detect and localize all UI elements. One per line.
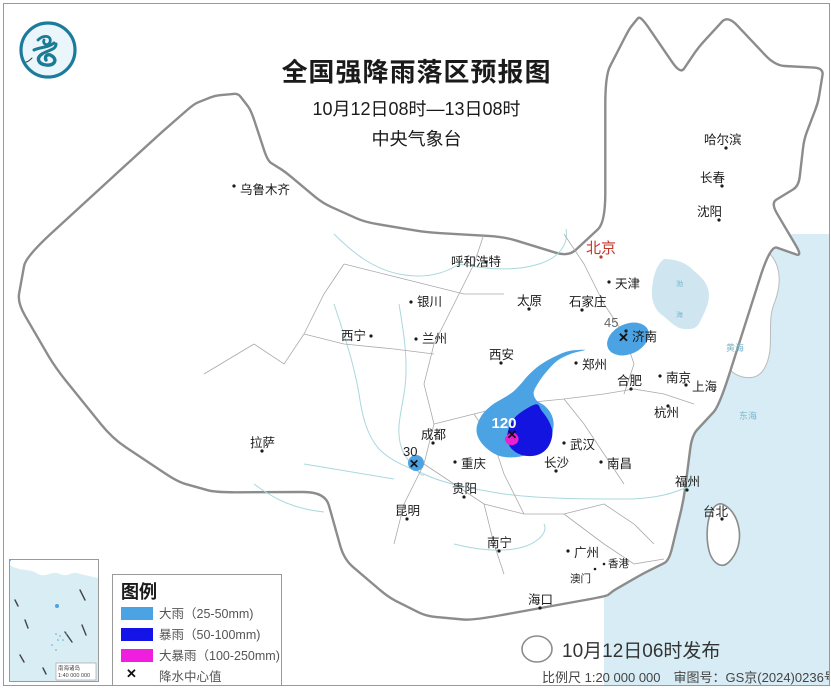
svg-text:杭州: 杭州 [654,405,679,420]
svg-text:东海: 东海 [739,410,757,421]
svg-text:昆明: 昆明 [395,504,420,518]
svg-text:天津: 天津 [615,277,640,291]
svg-text:渤: 渤 [676,279,683,288]
svg-text:黄海: 黄海 [726,342,744,353]
svg-text:南宁: 南宁 [487,535,512,550]
svg-text:广州: 广州 [574,546,599,560]
svg-text:南京: 南京 [666,370,691,385]
svg-text:海口: 海口 [528,592,553,607]
svg-text:上海: 上海 [692,379,718,394]
svg-text:重庆: 重庆 [461,456,487,471]
svg-text:长春: 长春 [700,171,726,185]
svg-text:呼和浩特: 呼和浩特 [451,254,501,269]
svg-text:兰州: 兰州 [422,332,447,346]
svg-text:北京: 北京 [586,240,616,257]
svg-text:沈阳: 沈阳 [697,204,722,219]
svg-text:南海诸岛: 南海诸岛 [58,664,81,672]
svg-text:澳门: 澳门 [570,572,591,585]
svg-text:乌鲁木齐: 乌鲁木齐 [240,182,291,197]
svg-text:1:40 000 000: 1:40 000 000 [58,673,90,679]
svg-text:西宁: 西宁 [341,328,366,343]
svg-text:西安: 西安 [489,347,514,362]
svg-text:合肥: 合肥 [617,373,643,388]
svg-text:✕: ✕ [618,330,629,345]
svg-text:拉萨: 拉萨 [250,435,275,450]
svg-text:成都: 成都 [421,428,447,442]
svg-text:台北: 台北 [703,504,729,519]
svg-text:郑州: 郑州 [582,357,607,372]
svg-text:太原: 太原 [517,293,542,308]
svg-text:✕: ✕ [507,427,518,442]
svg-text:福州: 福州 [675,474,700,489]
svg-text:45: 45 [604,315,618,330]
svg-text:海: 海 [676,310,683,319]
svg-text:贵阳: 贵阳 [452,482,477,496]
svg-text:银川: 银川 [417,295,442,309]
svg-text:武汉: 武汉 [570,438,596,452]
svg-text:哈尔滨: 哈尔滨 [704,132,742,147]
svg-text:✕: ✕ [409,457,419,471]
svg-text:长沙: 长沙 [544,456,570,470]
svg-text:南昌: 南昌 [607,456,632,471]
svg-text:香港: 香港 [608,558,629,570]
svg-text:石家庄: 石家庄 [569,294,607,309]
svg-text:济南: 济南 [632,329,657,344]
